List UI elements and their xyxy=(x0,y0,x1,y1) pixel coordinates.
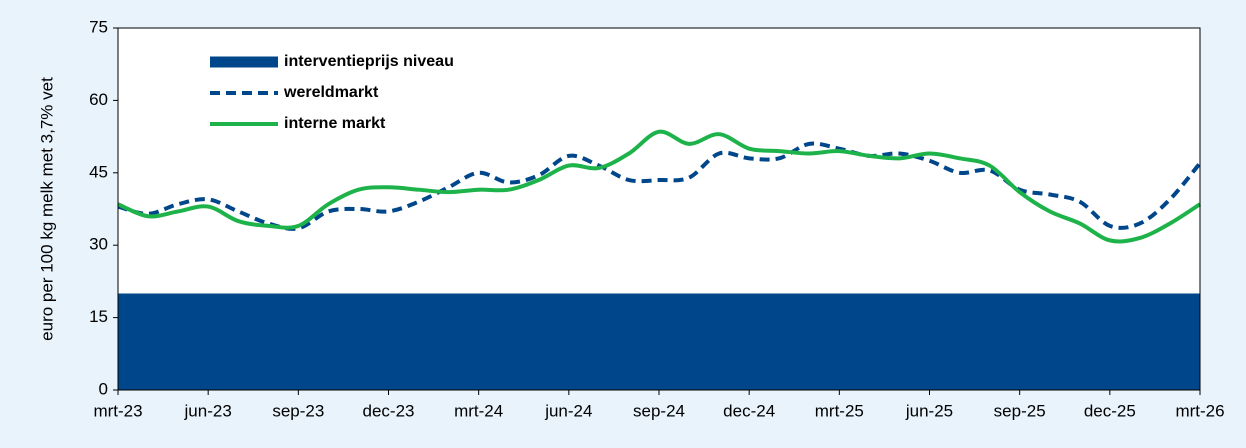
x-tick-label: dec-25 xyxy=(1084,401,1136,420)
y-tick-label: 30 xyxy=(89,235,108,254)
legend-label: wereldmarkt xyxy=(283,84,379,101)
x-tick-label: jun-23 xyxy=(184,401,232,420)
x-tick-label: mrt-26 xyxy=(1175,401,1224,420)
line xyxy=(117,129,1202,244)
x-tick-label: sep-24 xyxy=(633,401,685,420)
x-tick-label: jun-25 xyxy=(905,401,953,420)
y-tick-label: 75 xyxy=(89,17,108,36)
x-tick-label: mrt-25 xyxy=(815,401,864,420)
x-tick-label: sep-23 xyxy=(272,401,324,420)
y-tick-label: 15 xyxy=(89,307,108,326)
y-tick-label: 60 xyxy=(89,90,108,109)
x-tick-label: dec-23 xyxy=(363,401,415,420)
x-tick-label: mrt-24 xyxy=(454,401,503,420)
y-tick-label: 0 xyxy=(99,379,108,398)
x-tick-label: mrt-23 xyxy=(93,401,142,420)
x-tick-label: dec-24 xyxy=(723,401,775,420)
x-tick-label: sep-25 xyxy=(994,401,1046,420)
area xyxy=(118,293,1200,390)
x-tick-label: jun-24 xyxy=(544,401,592,420)
legend-label: interventieprijs niveau xyxy=(284,53,454,70)
y-tick-label: 45 xyxy=(89,162,108,181)
legend-label: interne markt xyxy=(284,115,386,132)
y-axis-label: euro per 100 kg melk met 3,7% vet xyxy=(37,77,56,341)
